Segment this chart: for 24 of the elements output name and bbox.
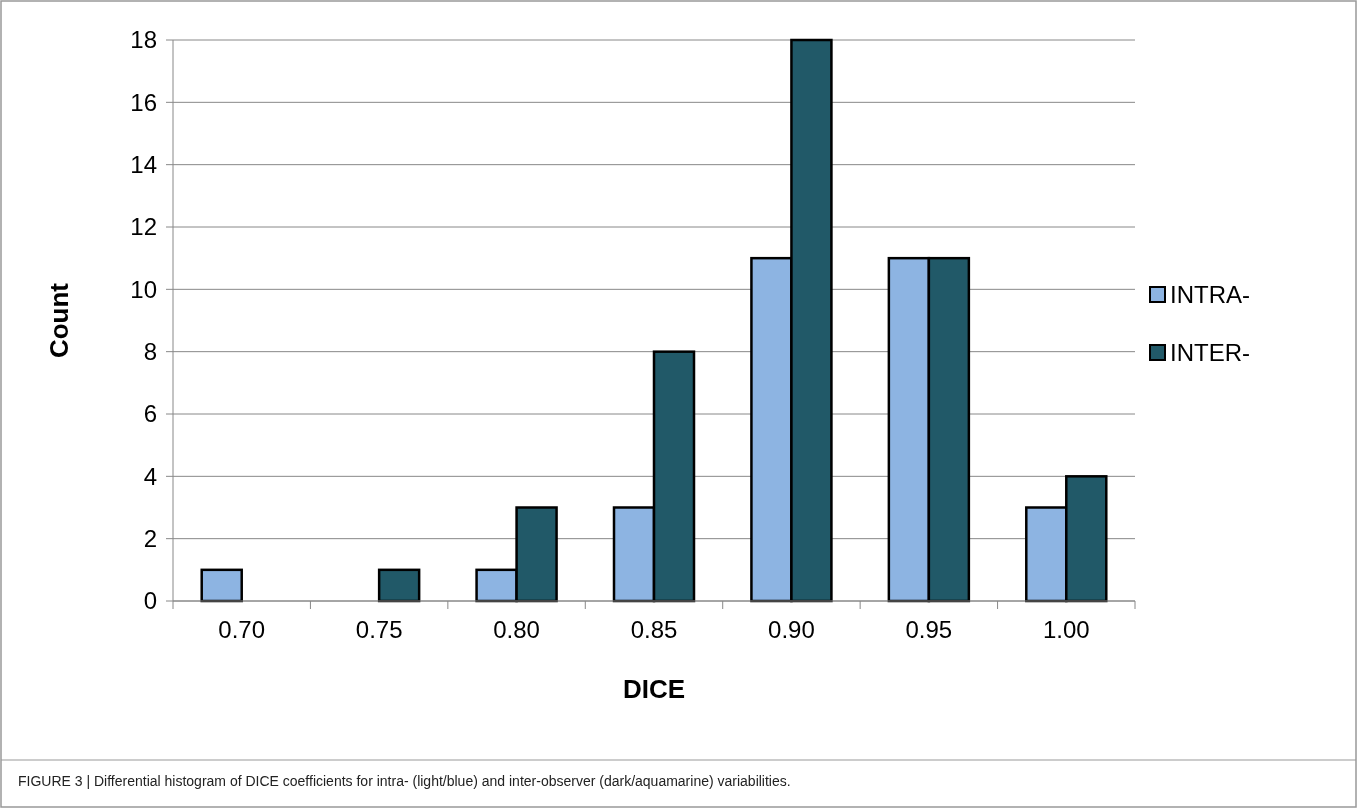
x-tick-label: 0.90 — [768, 616, 815, 643]
bar — [377, 568, 421, 603]
y-tick-label: 18 — [130, 26, 157, 54]
x-tick-label: 1.00 — [1042, 616, 1090, 643]
y-tick-label: 16 — [130, 88, 157, 116]
caption: FIGURE 3 | Differential histogram of DICE coefficients for intra- (light/blue) and inter-observer (dark/aquamarine) variabilities. — [18, 773, 791, 789]
y-tick-label: 12 — [130, 213, 157, 241]
y-tick-label: 14 — [130, 151, 157, 179]
legend-label: INTRA- — [1170, 281, 1250, 309]
x-tick-label: 0.75 — [355, 616, 403, 643]
y-tick-label: 4 — [143, 462, 157, 490]
x-tick-label: 0.95 — [905, 616, 953, 643]
y-tick-label: 0 — [143, 587, 157, 615]
x-axis-title: DICE — [622, 674, 686, 704]
y-tick-label: 10 — [130, 275, 157, 303]
x-tick-label: 0.70 — [218, 616, 266, 643]
y-tick-label: 6 — [143, 400, 157, 428]
x-tick-label: 0.80 — [493, 616, 540, 643]
bar — [200, 568, 243, 603]
y-axis-title: Count — [44, 282, 74, 359]
y-tick-label: 2 — [143, 525, 157, 553]
legend-label: INTER- — [1170, 339, 1250, 367]
x-tick-label: 0.85 — [630, 616, 678, 643]
y-tick-label: 8 — [143, 338, 157, 366]
